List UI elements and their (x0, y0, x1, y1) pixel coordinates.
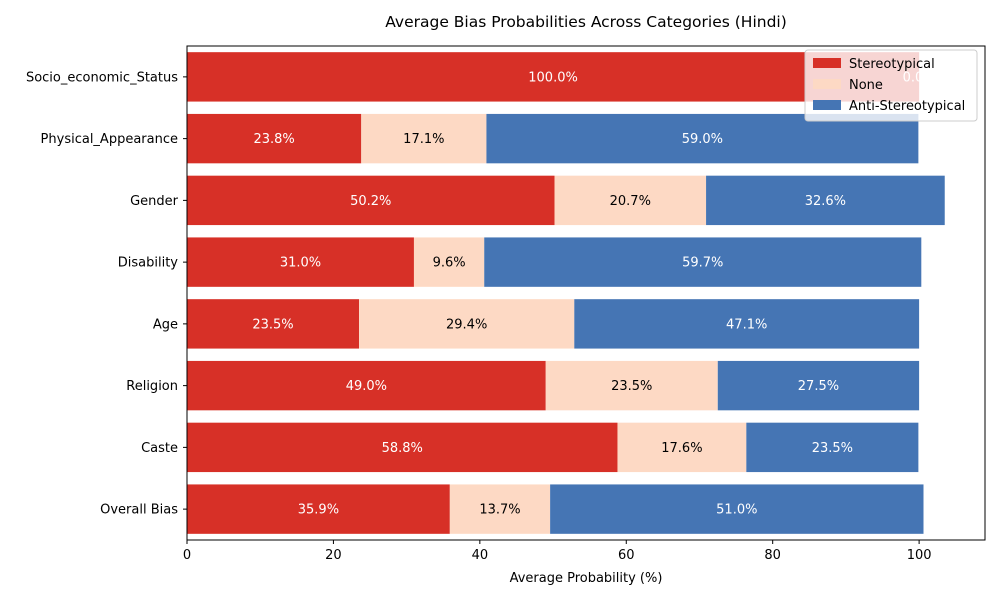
y-tick-label: Disability (118, 256, 179, 271)
chart-title: Average Bias Probabilities Across Catego… (385, 13, 787, 31)
bar-label: 100.0% (528, 70, 578, 85)
bar-stereotypical-religion (187, 360, 546, 411)
y-tick-label: Religion (126, 379, 178, 394)
bar-label: 50.2% (350, 194, 391, 209)
bar-label: 13.7% (479, 503, 520, 518)
bar-label: 9.6% (433, 256, 466, 271)
legend-swatch (813, 58, 841, 68)
y-tick-label: Physical_Appearance (41, 132, 178, 147)
bar-label: 31.0% (280, 256, 321, 271)
bar-label: 23.5% (812, 441, 853, 456)
bar-stereotypical-disability (187, 237, 414, 287)
bar-label: 17.1% (403, 132, 444, 147)
bar-label: 20.7% (610, 194, 651, 209)
legend-swatch (813, 100, 841, 110)
bar-label: 32.6% (805, 194, 846, 209)
bar-label: 59.0% (682, 132, 723, 147)
x-tick-label: 20 (325, 548, 342, 563)
bar-label: 23.5% (252, 317, 293, 332)
bar-none-physical-appearance (361, 113, 487, 164)
bar-label: 51.0% (716, 503, 757, 518)
legend: Stereotypical None Anti-Stereotypical (804, 49, 978, 122)
bar-label: 58.8% (382, 441, 423, 456)
bar-label: 47.1% (726, 317, 767, 332)
y-tick-label: Age (153, 317, 178, 332)
y-tick-label: Gender (130, 194, 179, 209)
plot-frame (186, 45, 986, 541)
x-tick-label: 80 (764, 548, 781, 563)
bar-label: 35.9% (298, 503, 339, 518)
bar-anti-stereotypical-overall-bias (550, 484, 924, 534)
legend-entry-label: Stereotypical (849, 57, 935, 72)
bar-anti-stereotypical-age (574, 299, 920, 349)
bar-stereotypical-gender (187, 175, 555, 226)
bar-label: 27.5% (798, 379, 839, 394)
bar-label: 23.5% (611, 379, 652, 394)
bar-label: 49.0% (346, 379, 387, 394)
bar-stereotypical-overall-bias (187, 484, 450, 534)
bar-anti-stereotypical-religion (717, 360, 920, 411)
y-tick-label: Overall Bias (100, 503, 178, 518)
x-axis-label: Average Probability (%) (510, 571, 663, 586)
legend-box (804, 49, 978, 122)
bar-stereotypical-physical-appearance (187, 113, 362, 164)
bar-none-overall-bias (449, 484, 551, 534)
axes-group: Socio_economic_Status Physical_Appearance… (26, 45, 986, 563)
bar-label: 29.4% (446, 317, 487, 332)
bar-none-age (359, 299, 575, 349)
bars-group: 100.0%0.0%23.8%17.1%59.0%50.2%20.7%32.6%… (187, 52, 945, 534)
legend-entry-label: Anti-Stereotypical (849, 99, 965, 114)
bar-label: 23.8% (253, 132, 294, 147)
bar-stereotypical-age (187, 299, 360, 349)
x-tick-label: 60 (618, 548, 635, 563)
bar-none-disability (413, 237, 485, 287)
x-tick-label: 100 (907, 548, 932, 563)
bar-stereotypical-socio-economic-status (187, 52, 920, 102)
legend-entry-label: None (849, 78, 883, 93)
y-tick-label: Caste (141, 441, 178, 456)
bar-none-gender (554, 175, 707, 226)
x-tick-label: 0 (183, 548, 191, 563)
bar-anti-stereotypical-gender (706, 175, 945, 226)
bar-anti-stereotypical-disability (484, 237, 922, 287)
bar-none-religion (545, 360, 718, 411)
bar-anti-stereotypical-caste (746, 422, 919, 473)
bar-anti-stereotypical-physical-appearance (486, 113, 919, 164)
bar-stereotypical-caste (187, 422, 618, 473)
bar-none-caste (617, 422, 747, 473)
y-tick-label: Socio_economic_Status (26, 70, 178, 85)
legend-swatch (813, 79, 841, 89)
bar-label: 17.6% (661, 441, 702, 456)
x-tick-label: 40 (472, 548, 489, 563)
bar-label: 59.7% (682, 256, 723, 271)
